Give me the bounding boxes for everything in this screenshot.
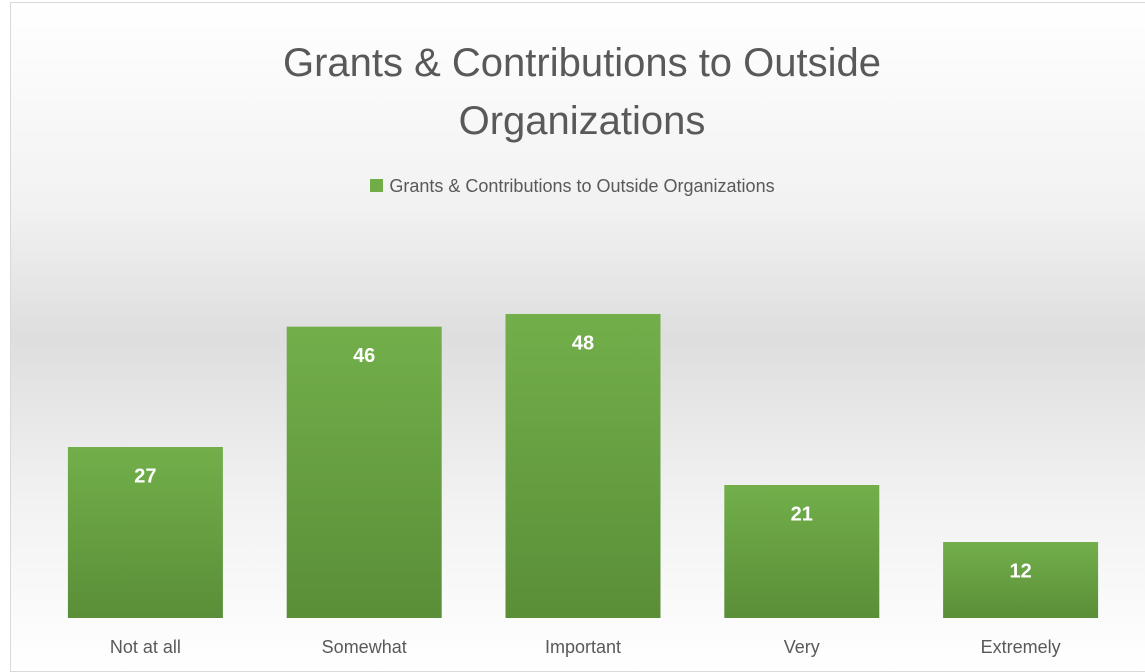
legend-swatch	[370, 179, 384, 192]
bar	[724, 485, 880, 618]
legend-label: Grants & Contributions to Outside Organi…	[389, 176, 775, 196]
data-label: 48	[572, 332, 594, 354]
x-tick-label: Very	[784, 637, 820, 657]
data-label: 12	[1009, 560, 1031, 582]
x-tick-label: Somewhat	[322, 637, 407, 657]
data-label: 46	[353, 345, 375, 367]
x-tick-label: Not at all	[110, 637, 181, 657]
x-tick-label: Extremely	[981, 637, 1061, 657]
bar	[286, 326, 442, 618]
bar	[67, 447, 223, 618]
bar	[943, 542, 1099, 618]
data-label: 21	[791, 503, 813, 525]
bar	[505, 314, 661, 618]
chart-title: Grants & Contributions to Outside Organi…	[282, 41, 882, 143]
data-label: 27	[134, 465, 156, 487]
legend: Grants & Contributions to Outside Organi…	[0, 176, 1145, 197]
x-tick-label: Important	[545, 637, 621, 657]
